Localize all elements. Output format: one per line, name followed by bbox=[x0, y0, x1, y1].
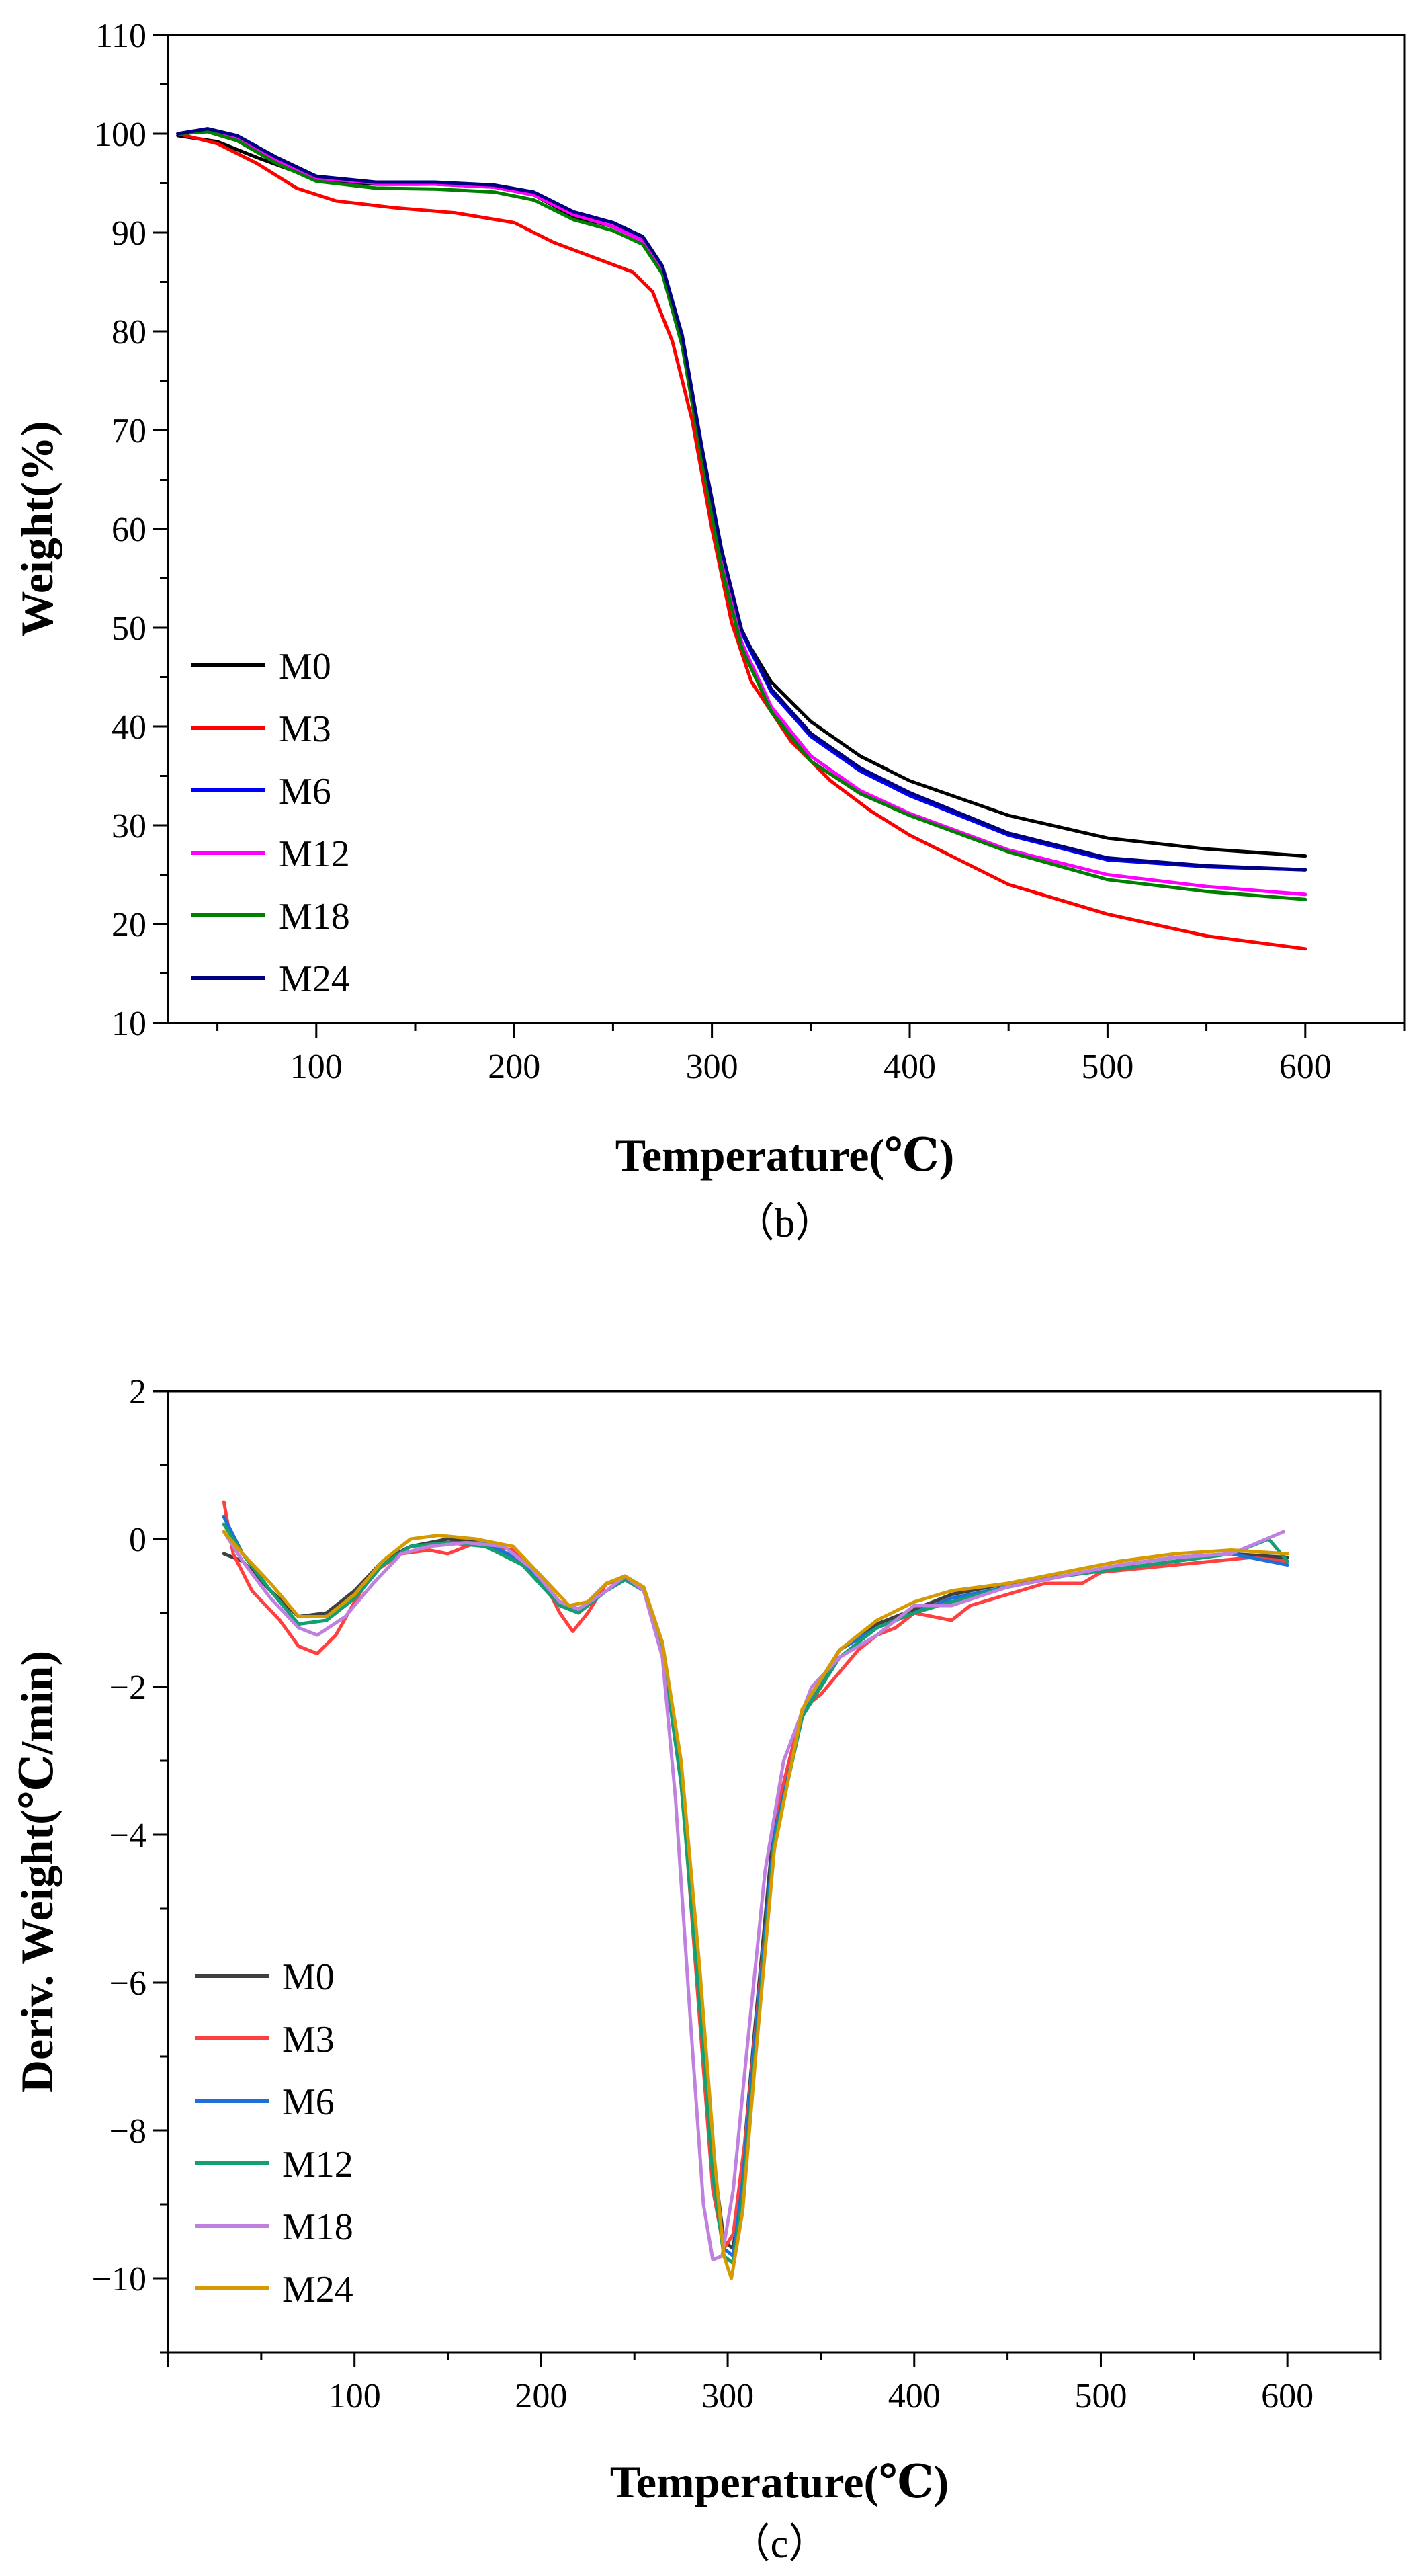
chart-b-xlabel: Temperature(℃) bbox=[615, 1130, 955, 1181]
chart-c: 100 200 300 400 500 600 −10 −8 −6 −4 −2 0 2 M0 M3 M6 M1… bbox=[11, 1373, 1382, 2566]
x-tick-label: 300 bbox=[701, 2377, 754, 2415]
legend-label-m18: M18 bbox=[282, 2206, 353, 2248]
x-tick-label: 600 bbox=[1261, 2377, 1314, 2415]
y-tick-label: 90 bbox=[112, 214, 146, 253]
chart-b-series bbox=[176, 127, 1307, 951]
x-tick-label: 200 bbox=[515, 2377, 567, 2415]
y-tick-label: 2 bbox=[129, 1373, 146, 1411]
series-line-m18 bbox=[176, 130, 1307, 901]
series-line-m0 bbox=[176, 134, 1307, 858]
y-tick-label: 30 bbox=[112, 807, 146, 845]
y-tick-label: 40 bbox=[112, 708, 146, 747]
x-tick-label: 500 bbox=[1074, 2377, 1127, 2415]
y-tick-label: 70 bbox=[112, 412, 146, 450]
chart-c-caption: （c） bbox=[730, 2522, 829, 2566]
y-tick-label: 0 bbox=[129, 1521, 146, 1559]
y-tick-label: 20 bbox=[112, 906, 146, 944]
legend-label-m12: M12 bbox=[282, 2144, 353, 2186]
x-tick-label: 600 bbox=[1279, 1048, 1332, 1086]
legend-label-m6: M6 bbox=[279, 771, 331, 813]
legend-label-m18: M18 bbox=[279, 896, 350, 938]
y-tick-label: 80 bbox=[112, 313, 146, 351]
series-line-m12 bbox=[222, 1522, 1289, 2266]
y-tick-label: −8 bbox=[110, 2112, 146, 2151]
x-tick-label: 100 bbox=[290, 1048, 343, 1086]
x-tick-label: 200 bbox=[488, 1048, 540, 1086]
chart-b-legend: M0 M3 M6 M12 M18 M24 bbox=[191, 646, 350, 1000]
series-line-m6 bbox=[222, 1515, 1289, 2258]
y-tick-label: −6 bbox=[110, 1964, 146, 2003]
chart-b-ticks: 100 200 300 400 500 600 10 20 30 40 50 60 70 80 90 100 1… bbox=[94, 17, 1406, 1086]
series-line-m24 bbox=[176, 127, 1307, 872]
y-tick-label: 10 bbox=[112, 1005, 146, 1043]
legend-label-m24: M24 bbox=[282, 2269, 353, 2311]
y-tick-label: −4 bbox=[110, 1817, 146, 1855]
series-line-m12 bbox=[176, 129, 1307, 897]
chart-b: 100 200 300 400 500 600 10 20 30 40 50 60 70 80 90 100 1… bbox=[11, 17, 1406, 1245]
x-tick-label: 400 bbox=[888, 2377, 941, 2415]
y-tick-label: −2 bbox=[110, 1669, 146, 1707]
series-line-m24 bbox=[222, 1530, 1289, 2280]
x-tick-label: 500 bbox=[1081, 1048, 1133, 1086]
series-line-m3 bbox=[222, 1500, 1289, 2251]
legend-label-m0: M0 bbox=[279, 646, 331, 688]
series-line-m18 bbox=[222, 1530, 1286, 2261]
legend-label-m12: M12 bbox=[279, 833, 350, 875]
y-tick-label: −10 bbox=[92, 2260, 146, 2298]
chart-c-plot-frame bbox=[167, 1390, 1382, 2354]
y-tick-label: 110 bbox=[95, 17, 146, 55]
chart-c-series bbox=[222, 1500, 1289, 2280]
y-tick-label: 100 bbox=[94, 116, 146, 154]
series-line-m0 bbox=[222, 1537, 1289, 2251]
chart-c-ylabel: Deriv. Weight(℃/min) bbox=[11, 1651, 62, 2093]
chart-c-xlabel: Temperature(℃) bbox=[610, 2456, 949, 2507]
legend-label-m3: M3 bbox=[282, 2019, 335, 2061]
chart-b-ylabel: Weight(%) bbox=[11, 421, 62, 636]
legend-label-m3: M3 bbox=[279, 708, 331, 750]
x-tick-label: 300 bbox=[686, 1048, 738, 1086]
chart-c-ticks: 100 200 300 400 500 600 −10 −8 −6 −4 −2 0 2 bbox=[92, 1373, 1382, 2415]
legend-label-m0: M0 bbox=[282, 1956, 335, 1998]
legend-label-m6: M6 bbox=[282, 2081, 335, 2123]
series-line-m3 bbox=[176, 132, 1307, 951]
chart-c-legend: M0 M3 M6 M12 M18 M24 bbox=[195, 1956, 353, 2311]
y-tick-label: 60 bbox=[112, 511, 146, 549]
x-tick-label: 400 bbox=[884, 1048, 936, 1086]
series-line-m6 bbox=[176, 128, 1307, 872]
x-tick-label: 100 bbox=[329, 2377, 381, 2415]
legend-label-m24: M24 bbox=[279, 958, 350, 1000]
chart-b-caption: （b） bbox=[734, 1201, 835, 1245]
y-tick-label: 50 bbox=[112, 610, 146, 648]
